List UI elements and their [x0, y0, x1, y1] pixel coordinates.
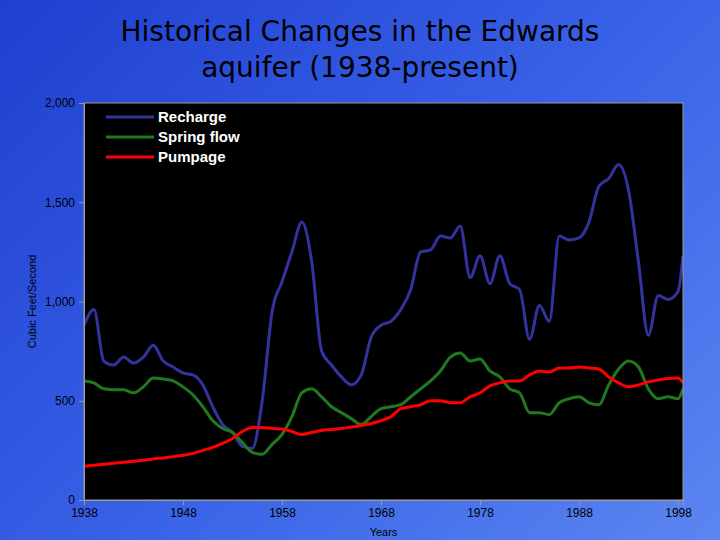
tick: 1,000	[45, 295, 84, 309]
tick: 1,500	[45, 196, 84, 210]
legend-swatch	[106, 116, 154, 119]
chart: 1938 1948 1958 1968 1978 1988 1998 0 500 1,000 1,5…	[0, 0, 720, 540]
tick: 1958	[269, 500, 296, 520]
legend: Recharge Spring flow Pumpage	[106, 108, 240, 165]
tick-label: 1938	[71, 506, 98, 520]
tick-label: 1988	[566, 506, 593, 520]
tick-label: 1948	[170, 506, 197, 520]
tick-mark	[79, 401, 84, 402]
tick-label: 1,500	[45, 196, 75, 210]
tick-label: 1968	[368, 506, 395, 520]
tick: 500	[55, 394, 84, 408]
plot-background	[84, 103, 683, 500]
axis-line	[79, 104, 85, 501]
axis-line	[85, 501, 684, 506]
tick: 1948	[170, 500, 197, 520]
tick-mark	[282, 500, 283, 505]
tick-label: 500	[55, 394, 75, 408]
legend-label: Recharge	[158, 108, 226, 125]
tick-label: 2,000	[45, 96, 75, 110]
tick-label: 1998	[665, 506, 692, 520]
tick: 1978	[467, 500, 494, 520]
tick-mark	[79, 302, 84, 303]
tick-mark	[183, 500, 184, 505]
tick-mark	[79, 103, 84, 104]
tick-label: 1978	[467, 506, 494, 520]
plot-frame	[84, 103, 683, 500]
legend-swatch	[106, 136, 154, 139]
tick-mark	[79, 500, 84, 501]
y-axis-title: Cubic Feet/Second	[26, 255, 38, 349]
tick-label: 1958	[269, 506, 296, 520]
legend-label: Spring flow	[158, 128, 240, 145]
tick: 0	[68, 493, 84, 507]
tick-mark	[480, 500, 481, 505]
tick-mark	[381, 500, 382, 505]
series-line	[84, 165, 683, 449]
slide: Historical Changes in the Edwards aquife…	[0, 0, 720, 540]
legend-label: Pumpage	[158, 148, 226, 165]
legend-swatch	[106, 156, 154, 159]
chart-title: Historical Changes in the Edwards aquife…	[120, 14, 600, 86]
tick: 1998	[665, 500, 692, 520]
tick-label: 1,000	[45, 295, 75, 309]
tick-mark	[579, 500, 580, 505]
tick-label: 0	[68, 493, 75, 507]
tick-mark	[79, 202, 84, 203]
tick-mark	[678, 500, 679, 505]
tick: 1968	[368, 500, 395, 520]
x-axis-title: Years	[370, 526, 398, 538]
series-line	[84, 367, 683, 466]
x-axis: 1938 1948 1958 1968 1978 1988 1998	[71, 500, 692, 520]
tick: 1938	[71, 500, 98, 520]
y-axis: 0 500 1,000 1,500 2,000	[45, 96, 85, 507]
tick: 2,000	[45, 96, 84, 110]
lines	[84, 165, 683, 467]
tick: 1988	[566, 500, 593, 520]
